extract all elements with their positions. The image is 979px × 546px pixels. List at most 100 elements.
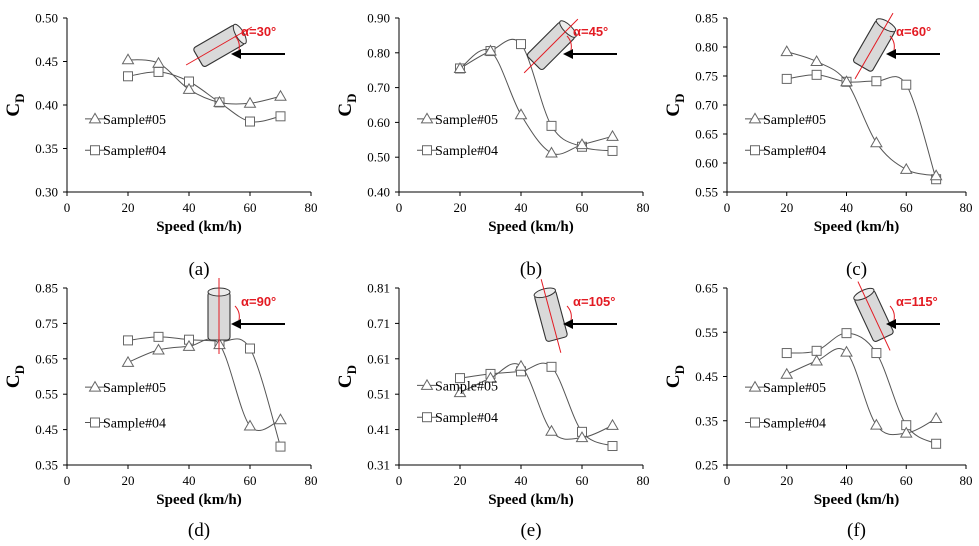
data-point-triangle	[453, 61, 467, 73]
legend-marker-square	[750, 417, 760, 428]
y-tick-label: 0.25	[695, 458, 718, 473]
legend-marker-square	[90, 145, 100, 156]
legend: Sample#04 Sample#05	[745, 112, 826, 159]
y-tick-label: 0.60	[695, 156, 718, 171]
x-tick-label: 60	[576, 473, 589, 488]
x-tick-label: 80	[637, 473, 650, 488]
data-point-triangle	[121, 53, 135, 65]
angle-arc	[234, 35, 240, 51]
x-tick-label: 80	[960, 200, 973, 215]
x-tick-label: 80	[305, 200, 318, 215]
x-tick-label: 0	[724, 473, 731, 488]
angle-label: α=30°	[241, 24, 276, 39]
panel-label: (a)	[188, 259, 209, 280]
x-tick-label: 0	[64, 200, 71, 215]
data-point-square	[153, 331, 164, 342]
y-axis-title: CD	[335, 93, 359, 116]
y-tick-label: 0.40	[35, 98, 58, 113]
x-tick-label: 60	[576, 200, 589, 215]
data-point-triangle	[453, 386, 467, 398]
y-tick-label: 0.85	[695, 11, 718, 26]
y-tick-label: 0.65	[35, 351, 58, 366]
data-point-triangle	[606, 129, 619, 141]
x-tick-label: 20	[454, 200, 467, 215]
data-point-triangle	[810, 55, 823, 66]
data-point-triangle	[929, 169, 943, 181]
legend-marker-square	[750, 145, 760, 156]
y-axis-title-subscript: D	[672, 365, 687, 374]
y-tick-label: 0.75	[35, 316, 58, 331]
flow-arrow-head	[563, 319, 573, 329]
y-tick-label: 0.80	[695, 40, 718, 55]
angle-label: α=45°	[573, 24, 608, 39]
cylinder-axis-line	[540, 279, 562, 353]
data-point-triangle	[810, 354, 823, 366]
data-point-square	[245, 343, 255, 354]
data-point-triangle	[484, 44, 497, 56]
data-point-triangle	[840, 345, 853, 357]
legend-marker-triangle	[748, 112, 762, 124]
flow-arrow-head	[563, 49, 573, 59]
x-axis-title: Speed (km/h)	[156, 492, 241, 508]
y-tick-label: 0.70	[367, 80, 390, 95]
angle-label: α=115°	[896, 294, 938, 309]
y-axis-title: CD	[3, 93, 27, 116]
cylinder-inset: α=105°	[533, 279, 617, 353]
legend: Sample#04 Sample#05	[417, 112, 498, 159]
x-tick-label: 20	[780, 200, 793, 215]
panel-label: (b)	[520, 259, 542, 280]
legend-marker-triangle	[88, 112, 102, 124]
cylinder-icon	[207, 278, 231, 354]
flow-arrow-head	[231, 319, 241, 329]
x-axis-title: Speed (km/h)	[156, 219, 241, 235]
panel-label: (d)	[188, 520, 210, 541]
cylinder-icon	[853, 12, 897, 80]
cylinder-inset: α=30°	[185, 23, 285, 67]
x-tick-label: 80	[960, 473, 973, 488]
data-point-triangle	[243, 96, 257, 108]
data-point-triangle	[870, 418, 883, 430]
data-point-triangle	[575, 138, 589, 150]
flow-arrow-head	[231, 49, 241, 59]
y-tick-label: 0.35	[695, 413, 718, 428]
cylinder-icon	[523, 18, 579, 74]
data-point-triangle	[152, 56, 165, 68]
legend-label: Sample#05	[103, 381, 166, 396]
x-tick-label: 40	[840, 473, 853, 488]
y-tick-label: 0.45	[695, 369, 718, 384]
chart-panel-5: 0 20 40 60 80 0.31 0.41 0.51 0.61 0.71 0.81 Speed (…	[335, 279, 650, 541]
legend-marker-triangle	[420, 112, 434, 124]
legend-marker-square	[90, 417, 100, 428]
data-point-square	[245, 116, 255, 127]
y-axis-title-main: C	[663, 374, 684, 388]
data-point-triangle	[274, 89, 287, 101]
x-tick-label: 40	[515, 473, 528, 488]
x-tick-label: 60	[244, 473, 257, 488]
legend-label: Sample#04	[763, 144, 826, 159]
legend-label: Sample#05	[103, 113, 166, 128]
angle-arc	[889, 305, 895, 321]
data-point-triangle	[243, 419, 257, 431]
data-point-triangle	[899, 162, 913, 174]
y-tick-label: 0.90	[367, 11, 390, 26]
series-line-Sample#04	[459, 362, 613, 447]
y-axis-title-subscript: D	[672, 93, 687, 102]
y-tick-label: 0.65	[695, 281, 718, 296]
legend: Sample#04 Sample#05	[85, 112, 166, 159]
y-tick-label: 0.61	[367, 351, 390, 366]
panel-label: (e)	[520, 520, 541, 541]
y-tick-label: 0.55	[35, 387, 58, 402]
data-point-square	[811, 345, 822, 356]
angle-label: α=90°	[241, 294, 276, 309]
y-tick-label: 0.75	[695, 69, 718, 84]
legend-label: Sample#04	[103, 144, 166, 159]
data-point-triangle	[152, 343, 165, 355]
angle-label: α=60°	[896, 24, 931, 39]
x-axis-title: Speed (km/h)	[814, 219, 899, 235]
legend-label: Sample#04	[763, 417, 826, 432]
legend-marker-square	[422, 145, 432, 156]
data-point-triangle	[780, 45, 794, 57]
data-point-triangle	[780, 367, 794, 379]
data-point-square	[781, 73, 792, 84]
cylinder-inset: α=115°	[853, 281, 940, 351]
